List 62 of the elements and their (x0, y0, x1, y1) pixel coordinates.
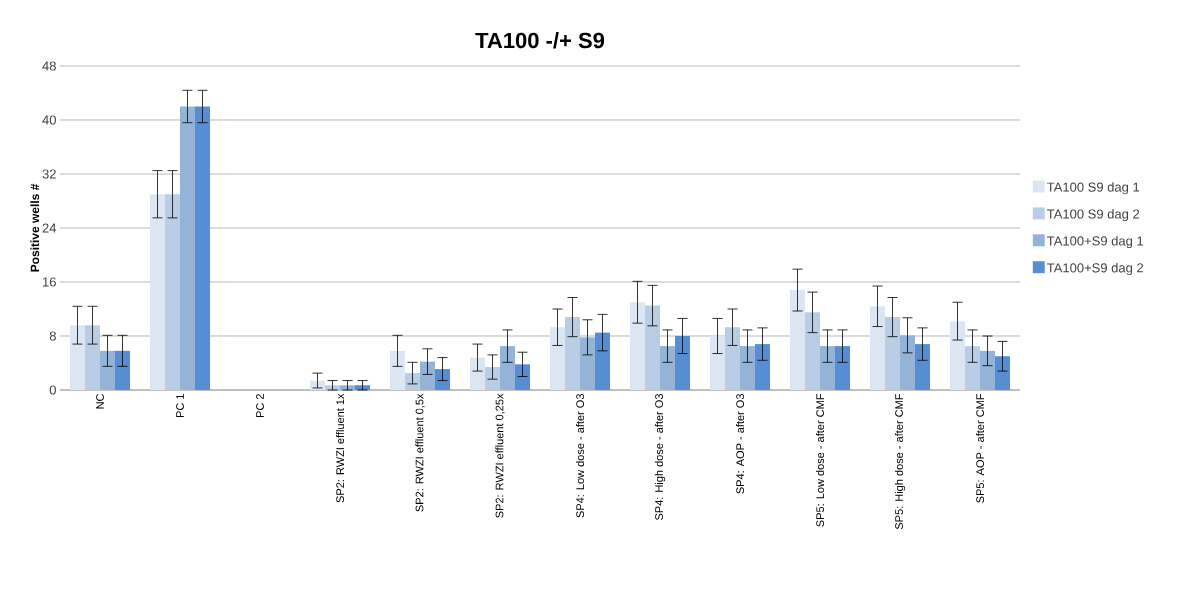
bar (115, 350, 131, 390)
x-tick-label: PC 1 (176, 394, 184, 418)
bar (550, 327, 566, 390)
bar (645, 305, 661, 390)
bar (950, 321, 965, 390)
bar (420, 361, 436, 390)
bar (515, 364, 531, 390)
y-tick-label: 40 (42, 115, 56, 125)
bar (390, 350, 406, 390)
bar (675, 335, 690, 390)
bar (100, 350, 116, 390)
y-tick-label: 16 (43, 277, 56, 287)
x-tick-label: NC (96, 393, 104, 409)
bar (565, 317, 581, 390)
bar (70, 325, 86, 390)
x-tick-label: SP5: High dose - after CMF (894, 393, 906, 530)
bar (165, 194, 181, 390)
x-tick-label: SP4: Low dose - after O3 (575, 394, 585, 518)
bar (965, 346, 980, 390)
bar (725, 327, 741, 390)
bar (580, 337, 596, 390)
legend-label: TA100+S9 dag 2 (1047, 262, 1144, 276)
x-tick-label: SP2: RWZI effluent 0,25x (495, 393, 505, 518)
y-axis-title: Positive wells # (30, 183, 40, 272)
y-tick-label: 8 (49, 331, 56, 341)
y-tick-label: 0 (49, 385, 56, 395)
bar (805, 312, 820, 390)
bar (630, 302, 646, 390)
legend-label: TA100 S9 dag 1 (1047, 182, 1140, 195)
bar (660, 346, 675, 390)
bar (150, 194, 166, 390)
x-tick-label: SP5: AOP - after CMF (975, 393, 985, 503)
x-tick-label: SP2: RWZI effluent 1x (335, 393, 345, 503)
x-tick-label: SP5: Low dose - after CMF (815, 393, 825, 527)
bar (755, 344, 771, 390)
bar (180, 106, 196, 390)
bar (470, 357, 486, 390)
bar (900, 335, 916, 390)
x-tick-label: SP4: High dose - after O3 (654, 394, 666, 520)
bar (820, 346, 835, 390)
bar (710, 335, 726, 390)
x-tick-label: SP4: AOP - after O3 (735, 394, 745, 494)
y-tick-label: 32 (42, 169, 56, 179)
bar (870, 306, 885, 390)
legend-label: TA100 S9 dag 2 (1047, 209, 1140, 222)
y-tick-label: 48 (42, 61, 56, 71)
bar (500, 346, 516, 390)
legend-label: TA100+S9 dag 1 (1047, 235, 1144, 249)
bar (915, 344, 930, 390)
bar (85, 325, 101, 390)
bar (995, 356, 1010, 390)
chart-title: TA100 -/+ S9 (475, 32, 605, 49)
bar (595, 332, 610, 390)
bar (740, 346, 755, 390)
bar (790, 290, 806, 390)
bar (835, 346, 851, 390)
bar (885, 317, 900, 390)
y-tick-label: 24 (42, 223, 57, 233)
x-tick-label: SP2: RWZI effluent 0,5x (415, 393, 425, 512)
x-tick-label: PC 2 (256, 394, 264, 418)
bar (980, 350, 995, 390)
bar (195, 106, 211, 390)
